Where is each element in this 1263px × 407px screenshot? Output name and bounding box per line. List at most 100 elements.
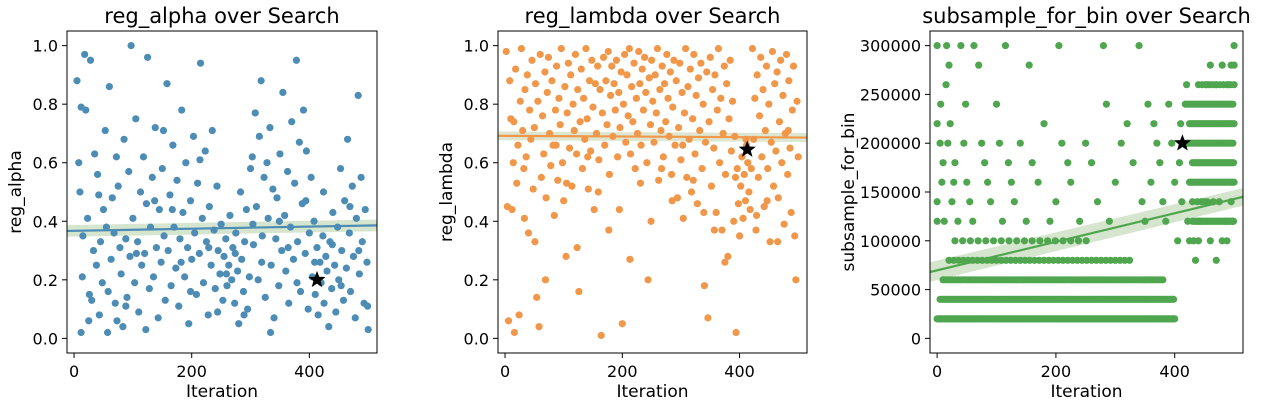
y-tick-label: 50000: [870, 281, 921, 300]
data-point: [998, 217, 1007, 225]
data-point: [563, 109, 571, 117]
data-point: [542, 194, 550, 202]
data-point: [939, 159, 947, 167]
data-point: [784, 126, 792, 135]
data-point: [288, 118, 296, 126]
data-point: [1212, 81, 1220, 89]
data-point: [222, 235, 230, 243]
data-point: [605, 170, 614, 179]
data-point: [1028, 237, 1036, 245]
data-point: [208, 126, 216, 135]
data-point: [760, 203, 768, 211]
chart-panel-3: 0 200 400 0 50000 100000 150000 200000 250000 300…: [839, 4, 1251, 402]
data-point: [302, 147, 311, 155]
data-point: [1184, 217, 1192, 225]
data-point: [112, 153, 121, 161]
data-point: [583, 115, 591, 123]
data-point: [765, 100, 773, 108]
data-point: [664, 94, 672, 102]
data-point: [584, 185, 592, 193]
data-point: [101, 126, 109, 135]
data-point: [635, 47, 643, 56]
data-point: [504, 317, 513, 325]
data-point: [114, 182, 122, 190]
data-point: [1125, 256, 1134, 264]
data-point: [1105, 217, 1113, 225]
data-point: [731, 173, 740, 181]
data-point: [632, 94, 640, 102]
data-point: [341, 197, 349, 205]
data-point: [1224, 81, 1232, 89]
data-point: [523, 71, 531, 79]
data-point: [98, 279, 106, 287]
data-point: [718, 226, 726, 234]
data-point: [710, 144, 718, 152]
plot-frame: [66, 30, 378, 354]
data-point: [599, 53, 608, 61]
data-point: [120, 135, 128, 143]
chart-title: subsample_for_bin over Search: [922, 4, 1251, 29]
data-point: [338, 246, 346, 255]
data-point: [266, 124, 274, 132]
data-point: [148, 173, 156, 181]
data-point: [136, 188, 145, 196]
data-point: [591, 80, 599, 88]
data-point: [673, 194, 682, 202]
data-point: [936, 139, 944, 147]
data-point: [564, 59, 572, 67]
best-iteration-star-marker: [308, 270, 326, 288]
data-point: [580, 94, 588, 102]
data-point: [598, 109, 606, 117]
data-point: [238, 255, 246, 263]
data-point: [565, 144, 574, 152]
data-point: [712, 208, 720, 217]
data-point: [514, 141, 522, 149]
data-point: [759, 85, 767, 94]
data-point: [531, 80, 540, 88]
data-point: [666, 68, 674, 76]
data-point: [678, 88, 686, 97]
data-point: [251, 109, 259, 117]
data-point: [652, 109, 660, 117]
data-point: [214, 246, 222, 255]
data-point: [123, 293, 131, 301]
data-point: [689, 115, 697, 123]
data-point: [1076, 217, 1084, 225]
data-point: [966, 237, 974, 245]
data-point: [577, 65, 585, 73]
data-point: [515, 311, 523, 319]
data-point: [159, 126, 168, 135]
data-point: [348, 182, 356, 190]
data-point: [768, 47, 777, 56]
data-point: [517, 44, 526, 53]
data-point: [269, 185, 277, 193]
data-point: [510, 118, 518, 126]
data-point: [139, 153, 148, 161]
y-tick-label: 1.0: [464, 37, 489, 56]
data-point: [538, 112, 547, 120]
data-point: [267, 261, 275, 269]
data-point: [266, 328, 275, 337]
data-point: [692, 91, 700, 99]
data-point: [687, 188, 696, 196]
data-point: [982, 237, 990, 245]
data-point: [723, 80, 731, 88]
data-point: [142, 325, 150, 334]
data-point: [299, 106, 308, 114]
data-point: [176, 235, 184, 243]
data-point: [657, 164, 666, 173]
data-point: [649, 97, 657, 105]
data-point: [588, 56, 596, 64]
data-point: [960, 139, 968, 147]
data-point: [614, 153, 622, 161]
data-point: [95, 191, 103, 199]
data-point: [192, 290, 201, 299]
data-point: [521, 85, 529, 94]
data-point: [690, 50, 698, 59]
data-point: [349, 252, 358, 260]
data-point: [279, 88, 287, 97]
data-point: [217, 220, 225, 228]
data-point: [636, 80, 644, 88]
data-point: [557, 44, 565, 53]
data-point: [962, 100, 970, 108]
